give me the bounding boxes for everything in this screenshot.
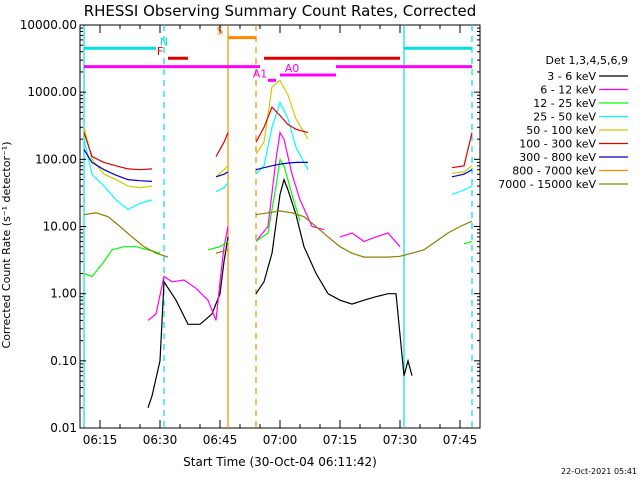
x-axis-label: Start Time (30-Oct-04 06:11:42) xyxy=(183,455,377,469)
x-tick-label-3: 07:00 xyxy=(263,433,298,447)
x-tick-label-0: 06:15 xyxy=(83,433,118,447)
plot-area: NFSA0A1 xyxy=(79,24,481,429)
series-line-4 xyxy=(83,79,473,189)
y-tick-label-3: 10.00 xyxy=(43,220,77,234)
series-line-6 xyxy=(83,149,473,182)
y-tick-label-2: 100.00 xyxy=(35,152,77,166)
y-axis-label: Corrected Count Rate (s⁻¹ detector⁻¹) xyxy=(0,142,13,349)
series-line-3 xyxy=(83,101,473,211)
y-axis: 10000.00 1000.00 100.00 10.00 1.00 0.10 0.01 xyxy=(20,18,480,435)
legend-label-8: 7000 - 15000 keV xyxy=(498,178,596,191)
y-tick-label-0: 10000.00 xyxy=(20,18,77,32)
chart-title: RHESSI Observing Summary Count Rates, Co… xyxy=(84,2,477,20)
flag-label-7: A0 xyxy=(285,62,300,75)
series-line-8 xyxy=(83,210,473,258)
x-tick-label-4: 07:15 xyxy=(323,433,358,447)
legend-title: Det 1,3,4,5,6,9 xyxy=(545,54,628,67)
y-tick-label-5: 0.10 xyxy=(50,354,77,368)
series-line-1 xyxy=(147,130,401,321)
legend-label-0: 3 - 6 keV xyxy=(547,70,596,83)
series-line-0 xyxy=(147,177,413,408)
flag-label-0: N xyxy=(160,35,168,48)
y-tick-label-1: 1000.00 xyxy=(27,85,77,99)
legend-label-6: 300 - 800 keV xyxy=(519,151,596,164)
y-tick-label-6: 0.01 xyxy=(50,421,77,435)
legend-label-7: 800 - 7000 keV xyxy=(512,165,596,178)
x-tick-label-1: 06:30 xyxy=(143,433,178,447)
legend-label-4: 50 - 100 keV xyxy=(526,124,596,137)
timestamp: 22-Oct-2021 05:41 xyxy=(561,467,637,476)
x-axis: 06:15 06:30 06:45 07:00 07:15 07:30 07:45 xyxy=(79,25,481,447)
x-tick-label-5: 07:30 xyxy=(383,433,418,447)
flag-label-2: F xyxy=(157,45,163,58)
flag-label-8: A1 xyxy=(253,67,268,80)
plot-frame xyxy=(79,24,481,429)
legend-label-1: 6 - 12 keV xyxy=(540,84,596,97)
series-line-2 xyxy=(83,157,473,278)
legend-label-2: 12 - 25 keV xyxy=(533,97,596,110)
legend-label-3: 25 - 50 keV xyxy=(533,111,596,124)
x-tick-label-2: 06:45 xyxy=(203,433,238,447)
y-tick-label-4: 1.00 xyxy=(50,287,77,301)
series-line-5 xyxy=(83,106,473,171)
x-tick-label-6: 07:45 xyxy=(443,433,478,447)
legend-label-5: 100 - 300 keV xyxy=(519,138,596,151)
